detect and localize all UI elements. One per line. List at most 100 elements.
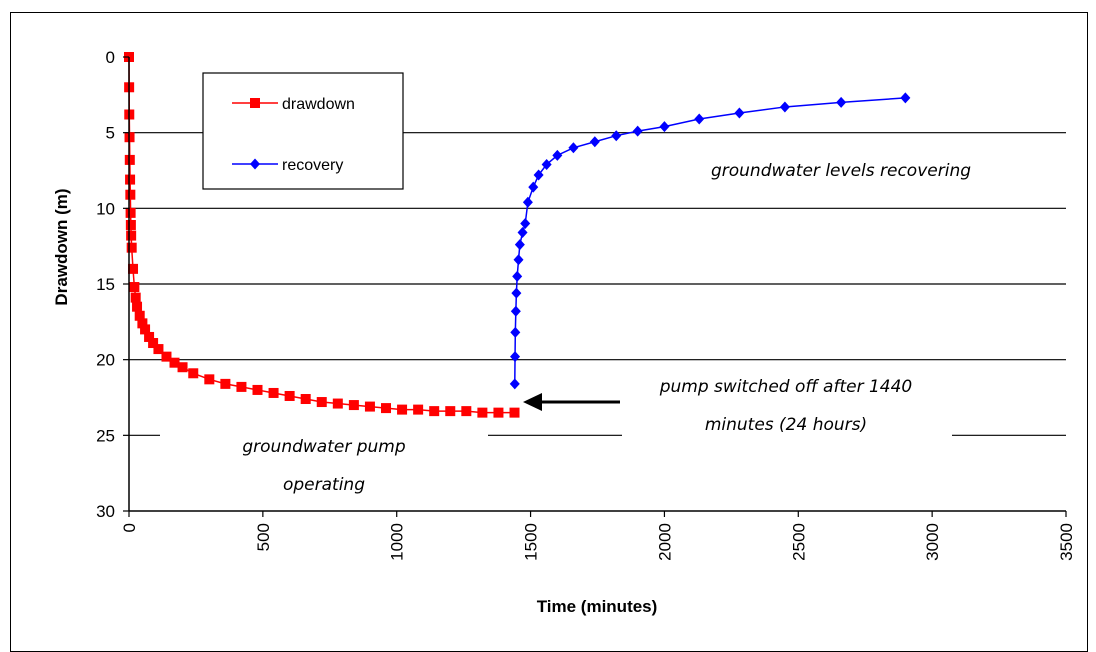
legend-box	[202, 72, 404, 190]
data-point-drawdown	[125, 189, 136, 200]
legend-marker	[250, 158, 260, 170]
data-point-recovery	[528, 181, 539, 193]
data-point-drawdown	[364, 401, 375, 412]
data-point-drawdown	[397, 404, 408, 415]
y-tick-label: 0	[106, 48, 115, 67]
pump-off-arrow	[523, 393, 620, 411]
data-point-recovery	[611, 130, 622, 142]
data-point-drawdown	[268, 387, 279, 398]
data-point-recovery	[552, 149, 563, 161]
data-point-drawdown	[126, 242, 137, 253]
y-tick-label: 25	[96, 426, 115, 445]
data-point-drawdown	[236, 381, 247, 392]
data-point-drawdown	[125, 219, 136, 230]
x-axis-title: Time (minutes)	[537, 597, 658, 616]
chart-frame	[10, 12, 1088, 652]
y-tick-label: 5	[106, 124, 115, 143]
data-point-recovery	[900, 92, 911, 104]
data-point-recovery	[589, 136, 600, 148]
annotation-bg-operating	[160, 427, 488, 499]
data-point-drawdown	[188, 368, 199, 379]
legend-label-recovery: recovery	[282, 157, 343, 174]
x-tick-label: 2000	[655, 523, 674, 561]
data-point-drawdown	[252, 384, 263, 395]
data-point-recovery	[510, 305, 521, 317]
tick-labels: 0 5 10 15 20 25 30 0 500 1000 1500 2000 2500 3000 3500	[96, 48, 1076, 561]
data-point-recovery	[533, 169, 544, 181]
data-point-drawdown	[134, 310, 145, 321]
y-tick-label: 15	[96, 275, 115, 294]
legend-label-drawdown: drawdown	[282, 96, 355, 113]
data-point-recovery	[541, 158, 552, 170]
annotation-pump-off-line1: pump switched off after 1440	[659, 377, 913, 397]
data-point-drawdown	[477, 407, 488, 418]
data-point-recovery	[510, 351, 521, 363]
data-point-recovery	[694, 113, 705, 125]
data-point-recovery	[836, 96, 847, 108]
x-tick-label: 2500	[789, 523, 808, 561]
x-tick-label: 1000	[388, 523, 407, 561]
data-point-drawdown	[128, 263, 139, 274]
data-point-recovery	[514, 239, 525, 251]
legend: drawdown recovery	[202, 72, 404, 190]
annotation-operating-line1: groundwater pump	[242, 437, 405, 457]
legend-marker	[250, 98, 260, 108]
x-tick-label: 3500	[1057, 523, 1076, 561]
data-point-recovery	[511, 287, 522, 299]
data-point-drawdown	[493, 407, 504, 418]
data-point-drawdown	[169, 357, 180, 368]
data-point-drawdown	[461, 406, 472, 417]
annotation-backgrounds	[160, 371, 952, 499]
data-point-drawdown	[137, 318, 148, 329]
data-point-drawdown	[124, 154, 135, 165]
data-point-recovery	[568, 142, 579, 154]
y-tick-label: 20	[96, 351, 115, 370]
data-point-drawdown	[140, 324, 151, 335]
series-recovery	[509, 92, 911, 390]
data-point-drawdown	[153, 344, 164, 355]
data-point-drawdown	[445, 406, 456, 417]
data-point-recovery	[632, 125, 643, 137]
y-tick-label: 30	[96, 502, 115, 521]
data-point-drawdown	[144, 331, 155, 342]
data-point-recovery	[522, 196, 533, 208]
data-point-recovery	[510, 326, 521, 338]
data-point-recovery	[513, 254, 524, 266]
data-point-drawdown	[126, 230, 137, 241]
data-point-drawdown	[381, 403, 392, 414]
data-point-drawdown	[125, 207, 136, 218]
legend-swatch-recovery	[232, 158, 278, 170]
data-point-drawdown	[348, 400, 359, 411]
legend-swatch-drawdown	[232, 98, 278, 108]
data-point-recovery	[779, 101, 790, 113]
data-point-drawdown	[130, 292, 141, 303]
y-axis-title: Drawdown (m)	[52, 188, 71, 305]
data-point-drawdown	[204, 374, 215, 385]
data-point-drawdown	[413, 404, 424, 415]
axes	[123, 56, 1067, 517]
data-point-drawdown	[177, 362, 188, 373]
data-point-recovery	[659, 121, 670, 133]
annotation-operating-line2: operating	[283, 475, 365, 495]
data-point-drawdown	[132, 301, 143, 312]
y-tick-label: 10	[96, 199, 115, 218]
x-tick-label: 1500	[522, 523, 541, 561]
x-tick-label: 3000	[923, 523, 942, 561]
annotation-bg-pump-off	[622, 371, 952, 441]
data-point-recovery	[517, 227, 528, 239]
data-point-recovery	[520, 217, 531, 229]
data-point-drawdown	[509, 407, 520, 418]
data-point-drawdown	[332, 398, 343, 409]
series-line-recovery	[514, 97, 906, 384]
data-point-drawdown	[300, 394, 311, 405]
annotation-recovering: groundwater levels recovering	[711, 161, 971, 181]
data-point-recovery	[512, 270, 523, 282]
data-point-drawdown	[161, 351, 172, 362]
data-point-drawdown	[148, 338, 159, 349]
data-point-drawdown	[284, 390, 295, 401]
data-point-drawdown	[429, 406, 440, 417]
data-point-drawdown	[129, 282, 140, 293]
x-tick-label: 500	[254, 523, 273, 551]
x-tick-label: 0	[120, 523, 139, 532]
